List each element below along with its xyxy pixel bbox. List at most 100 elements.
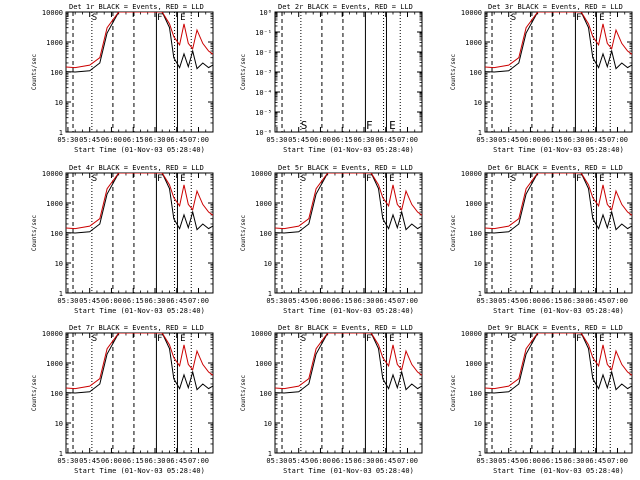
y-axis-label: Counts/sec bbox=[31, 375, 38, 412]
plot-panel-5: Det 5r BLACK = Events, RED = LLD Counts/s… bbox=[240, 164, 423, 315]
interval-marker-E: E bbox=[599, 174, 604, 184]
plot-data bbox=[275, 173, 422, 234]
y-tick-label: 1 bbox=[478, 290, 482, 298]
y-tick-label: 1 bbox=[478, 450, 482, 458]
events-series-line bbox=[275, 333, 422, 394]
plot-title: Det 8r BLACK = Events, RED = LLD bbox=[278, 324, 413, 332]
interval-marker-E: E bbox=[180, 13, 185, 23]
y-axis-label: Counts/sec bbox=[31, 215, 38, 252]
x-tick-label: 06:45 bbox=[375, 457, 396, 465]
y-tick-label: 10 bbox=[474, 260, 482, 268]
x-tick-label: 05:45 bbox=[288, 136, 309, 144]
interval-marker-S: S bbox=[511, 174, 516, 184]
plot-panel-4: Det 4r BLACK = Events, RED = LLD Counts/s… bbox=[31, 164, 214, 315]
y-axis-label: Counts/sec bbox=[450, 54, 457, 91]
events-series-line bbox=[66, 12, 213, 73]
y-tick-label: 100 bbox=[50, 69, 63, 77]
x-tick-label: 07:00 bbox=[607, 297, 628, 305]
x-tick-label: 06:15 bbox=[123, 457, 144, 465]
x-axis-label: Start Time (01-Nov-03 05:28:40) bbox=[283, 307, 414, 315]
plot-title: Det 3r BLACK = Events, RED = LLD bbox=[488, 3, 623, 11]
x-tick-label: 06:45 bbox=[585, 297, 606, 305]
y-axis-label: Counts/sec bbox=[240, 375, 247, 412]
x-tick-label: 06:45 bbox=[166, 297, 187, 305]
y-tick-label: 10⁻² bbox=[255, 49, 272, 57]
y-tick-label: 1 bbox=[268, 450, 272, 458]
lld-series-line bbox=[275, 333, 422, 390]
y-tick-label: 100 bbox=[259, 390, 272, 398]
x-tick-label: 06:30 bbox=[144, 297, 165, 305]
x-tick-label: 06:45 bbox=[166, 457, 187, 465]
x-axis-label: Start Time (01-Nov-03 05:28:40) bbox=[283, 467, 414, 475]
plot-panel-6: Det 6r BLACK = Events, RED = LLD Counts/s… bbox=[450, 164, 633, 315]
y-tick-label: 10000 bbox=[42, 170, 63, 178]
y-tick-label: 1000 bbox=[255, 360, 272, 368]
y-tick-label: 10⁻³ bbox=[255, 69, 272, 77]
interval-marker-S: S bbox=[511, 334, 516, 344]
lld-series-line bbox=[485, 333, 632, 390]
x-tick-label: 06:00 bbox=[520, 457, 541, 465]
interval-marker-E: E bbox=[180, 334, 185, 344]
x-tick-label: 06:30 bbox=[144, 136, 165, 144]
x-tick-label: 06:45 bbox=[166, 136, 187, 144]
plot-data bbox=[66, 173, 213, 234]
x-tick-label: 06:15 bbox=[542, 457, 563, 465]
x-tick-label: 06:15 bbox=[332, 457, 353, 465]
plot-title: Det 4r BLACK = Events, RED = LLD bbox=[69, 164, 204, 172]
x-tick-label: 05:45 bbox=[288, 457, 309, 465]
x-tick-label: 06:15 bbox=[542, 136, 563, 144]
x-tick-label: 05:45 bbox=[498, 457, 519, 465]
plot-title: Det 5r BLACK = Events, RED = LLD bbox=[278, 164, 413, 172]
x-tick-label: 06:45 bbox=[375, 297, 396, 305]
x-tick-label: 07:00 bbox=[607, 136, 628, 144]
interval-marker-S: S bbox=[301, 174, 306, 184]
x-tick-label: 05:30 bbox=[476, 136, 497, 144]
y-tick-label: 10 bbox=[55, 99, 63, 107]
y-tick-label: 10000 bbox=[251, 170, 272, 178]
lld-series-line bbox=[485, 12, 632, 69]
plot-panel-7: Det 7r BLACK = Events, RED = LLD Counts/s… bbox=[31, 324, 214, 475]
x-tick-label: 05:30 bbox=[57, 297, 78, 305]
interval-marker-F: F bbox=[157, 13, 162, 23]
y-tick-label: 1000 bbox=[46, 360, 63, 368]
y-tick-label: 10000 bbox=[461, 330, 482, 338]
interval-marker-S: S bbox=[511, 13, 516, 23]
y-axis-label: Counts/sec bbox=[240, 54, 247, 91]
interval-marker-S: S bbox=[92, 334, 97, 344]
x-tick-label: 06:45 bbox=[585, 136, 606, 144]
plot-panel-2: Det 2r BLACK = Events, RED = LLD Counts/s… bbox=[240, 3, 423, 154]
plot-title: Det 7r BLACK = Events, RED = LLD bbox=[69, 324, 204, 332]
interval-marker-E: E bbox=[599, 13, 604, 23]
x-tick-label: 05:45 bbox=[79, 457, 100, 465]
x-axis-label: Start Time (01-Nov-03 05:28:40) bbox=[493, 467, 624, 475]
y-tick-label: 100 bbox=[259, 230, 272, 238]
events-series-line bbox=[485, 12, 632, 73]
plot-data bbox=[66, 12, 213, 73]
y-tick-label: 1 bbox=[59, 450, 63, 458]
y-tick-label: 10000 bbox=[251, 330, 272, 338]
events-series-line bbox=[485, 173, 632, 234]
y-axis-label: Counts/sec bbox=[31, 54, 38, 91]
y-tick-label: 1 bbox=[478, 129, 482, 137]
interval-marker-S: S bbox=[92, 13, 97, 23]
x-axis-label: Start Time (01-Nov-03 05:28:40) bbox=[493, 307, 624, 315]
y-tick-label: 10⁻⁴ bbox=[255, 89, 272, 97]
x-tick-label: 05:45 bbox=[498, 136, 519, 144]
y-tick-label: 1000 bbox=[465, 360, 482, 368]
x-tick-label: 07:00 bbox=[397, 457, 418, 465]
x-tick-label: 06:30 bbox=[353, 136, 374, 144]
y-tick-label: 10 bbox=[55, 260, 63, 268]
plot-panel-1: Det 1r BLACK = Events, RED = LLD Counts/s… bbox=[31, 3, 214, 154]
y-tick-label: 10 bbox=[474, 420, 482, 428]
y-tick-label: 100 bbox=[469, 390, 482, 398]
y-tick-label: 100 bbox=[50, 230, 63, 238]
interval-marker-F: F bbox=[157, 174, 162, 184]
x-tick-label: 05:45 bbox=[79, 297, 100, 305]
x-tick-label: 05:45 bbox=[498, 297, 519, 305]
y-tick-label: 1 bbox=[268, 290, 272, 298]
x-tick-label: 05:30 bbox=[57, 136, 78, 144]
interval-marker-E: E bbox=[599, 334, 604, 344]
x-tick-label: 06:30 bbox=[563, 136, 584, 144]
x-axis-label: Start Time (01-Nov-03 05:28:40) bbox=[493, 146, 624, 154]
y-tick-label: 10000 bbox=[42, 330, 63, 338]
